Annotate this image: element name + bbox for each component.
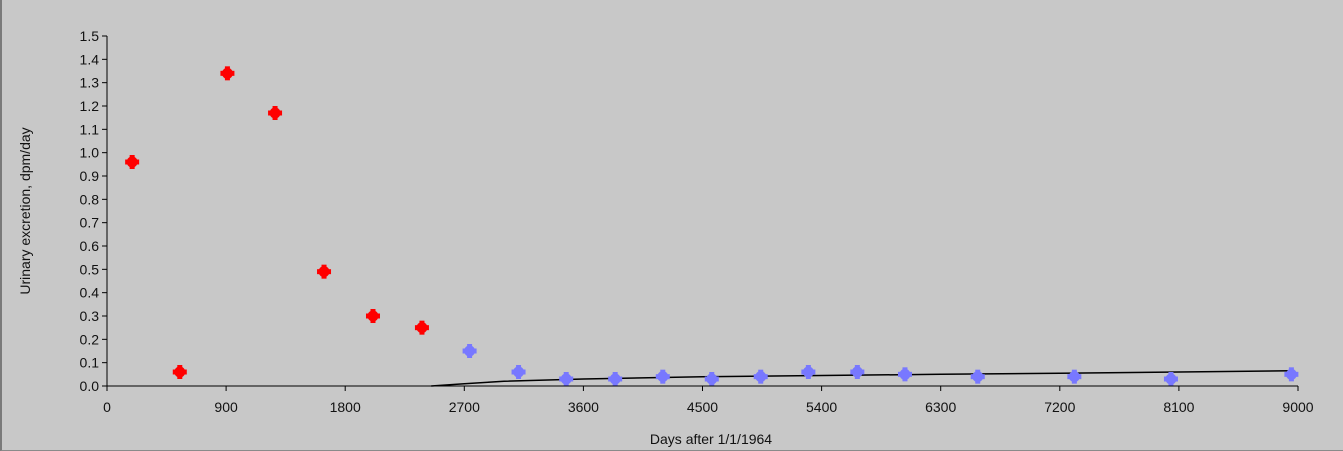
data-point-vbar [1071, 369, 1077, 384]
y-tick-label: 1.0 [80, 145, 100, 161]
y-tick-label: 1.2 [80, 98, 100, 114]
points-layer [125, 66, 1299, 386]
data-point [970, 369, 985, 384]
data-point-vbar [1168, 372, 1174, 386]
x-axis-title: Days after 1/1/1964 [650, 431, 772, 447]
x-tick-label: 4500 [687, 399, 718, 415]
y-tick-label: 0.2 [80, 331, 100, 347]
data-point [608, 372, 623, 386]
data-point-vbar [321, 264, 327, 279]
x-tick-label: 0 [103, 399, 111, 415]
y-tick-label: 1.4 [80, 51, 100, 67]
x-tick-label: 2700 [449, 399, 480, 415]
data-point-vbar [854, 365, 860, 379]
data-point-vbar [272, 106, 278, 120]
data-point [268, 106, 283, 120]
y-tick-label: 0.6 [80, 238, 100, 254]
x-tick-label: 6300 [925, 399, 956, 415]
y-tick-label: 1.3 [80, 75, 100, 91]
y-tick-label: 1.5 [80, 28, 100, 44]
y-tick-label: 0.0 [80, 378, 100, 394]
data-point [753, 369, 768, 384]
data-point [801, 365, 816, 379]
data-point-vbar [902, 367, 908, 382]
data-point [414, 320, 429, 335]
data-point-vbar [467, 344, 473, 358]
data-point [1067, 369, 1082, 384]
x-tick-label: 8100 [1163, 399, 1194, 415]
data-point [559, 372, 574, 386]
y-tick-label: 0.4 [80, 285, 100, 301]
data-point [172, 365, 187, 379]
x-tick-label: 900 [214, 399, 238, 415]
data-point-vbar [419, 320, 425, 335]
x-tick-label: 9000 [1282, 399, 1313, 415]
data-point-vbar [129, 155, 135, 169]
data-point-vbar [660, 369, 666, 384]
y-tick-label: 1.1 [80, 121, 100, 137]
y-axis-title: Urinary excretion, dpm/day [17, 127, 33, 294]
data-point-vbar [224, 66, 230, 81]
data-point-vbar [805, 365, 811, 379]
x-tick-label: 7200 [1044, 399, 1075, 415]
data-point-vbar [975, 369, 981, 384]
data-point-vbar [177, 365, 183, 379]
data-point [1284, 367, 1299, 382]
data-point-vbar [1288, 367, 1294, 382]
data-point-vbar [709, 372, 715, 386]
data-point [655, 369, 670, 384]
x-tick-label: 1800 [330, 399, 361, 415]
data-point-vbar [516, 365, 522, 379]
data-point-vbar [563, 372, 569, 386]
data-point [1163, 372, 1178, 386]
data-point [511, 365, 526, 379]
y-tick-label: 0.7 [80, 215, 100, 231]
data-point [462, 344, 477, 358]
tick-labels: 0.0 0.1 0.2 0.3 0.4 0.5 0.6 0.7 0.8 0.9 1.0 1.1 1.2 1… [80, 28, 1314, 415]
data-point-vbar [612, 372, 618, 386]
data-point [704, 372, 719, 386]
data-point [317, 264, 332, 279]
data-point [850, 365, 865, 379]
data-point [125, 155, 140, 169]
data-point [365, 309, 380, 323]
data-point [220, 66, 235, 81]
data-point-vbar [370, 309, 376, 323]
axes [102, 35, 1299, 391]
data-point [897, 367, 912, 382]
y-tick-label: 0.9 [80, 168, 100, 184]
data-point-vbar [758, 369, 764, 384]
y-tick-label: 0.8 [80, 191, 100, 207]
x-tick-label: 3600 [568, 399, 599, 415]
x-tick-label: 5400 [806, 399, 837, 415]
y-tick-label: 0.3 [80, 308, 100, 324]
y-tick-label: 0.1 [80, 355, 100, 371]
y-tick-label: 0.5 [80, 261, 100, 277]
